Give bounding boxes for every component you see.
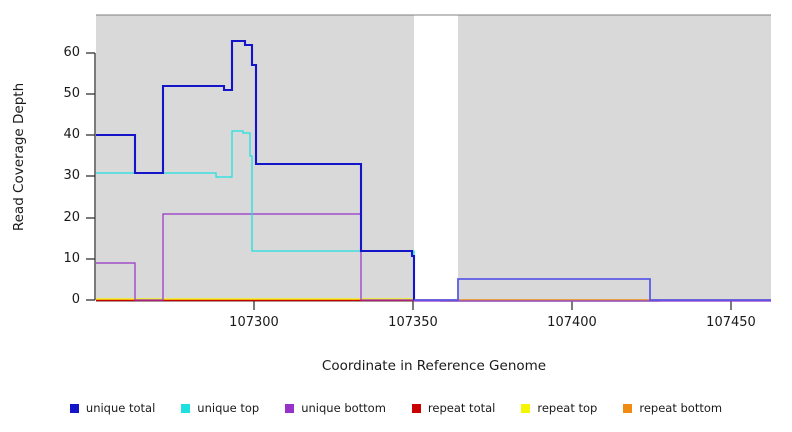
legend-item-label: unique top bbox=[197, 401, 260, 415]
ytick-label-30: 30 bbox=[63, 168, 80, 183]
ytick-label-20: 20 bbox=[63, 210, 80, 225]
legend-item-label: repeat total bbox=[427, 401, 496, 415]
legend-item-repeat-top: repeat top bbox=[521, 401, 597, 415]
xtick-label-107300: 107300 bbox=[229, 315, 279, 330]
y-axis bbox=[86, 52, 96, 301]
ytick-label-0: 0 bbox=[71, 292, 80, 307]
legend-item-unique-top: unique top bbox=[181, 401, 259, 415]
legend-swatch-icon bbox=[521, 403, 531, 413]
legend-swatch-icon bbox=[411, 403, 421, 413]
ytick-label-40: 40 bbox=[63, 127, 80, 142]
legend-item-unique-bottom: unique bottom bbox=[285, 401, 386, 415]
legend-item-label: repeat bottom bbox=[639, 401, 723, 415]
xtick-label-107400: 107400 bbox=[547, 315, 597, 330]
legend-swatch-icon bbox=[181, 403, 191, 413]
legend-item-repeat-bottom: repeat bottom bbox=[623, 401, 722, 415]
y-axis-title: Read Coverage Depth bbox=[8, 14, 30, 306]
legend-item-label: unique total bbox=[85, 401, 156, 415]
xtick-label-107350: 107350 bbox=[388, 315, 438, 330]
legend-swatch-icon bbox=[69, 403, 79, 413]
ytick-label-60: 60 bbox=[63, 45, 80, 60]
series-unique-top bbox=[96, 130, 415, 300]
y-axis-title-text: Read Coverage Depth bbox=[11, 82, 27, 232]
xtick-label-107450: 107450 bbox=[706, 315, 756, 330]
legend-swatch-icon bbox=[623, 403, 633, 413]
legend-item-label: unique bottom bbox=[301, 401, 386, 415]
series-unique-total bbox=[96, 39, 771, 301]
x-axis-title: Coordinate in Reference Genome bbox=[321, 358, 547, 374]
chart-legend: unique total unique top unique bottom re… bbox=[0, 398, 792, 418]
legend-item-label: repeat top bbox=[537, 401, 598, 415]
x-axis bbox=[96, 300, 771, 310]
ytick-label-10: 10 bbox=[63, 251, 80, 266]
legend-item-unique-total: unique total bbox=[69, 401, 156, 415]
ytick-label-50: 50 bbox=[63, 86, 80, 101]
legend-swatch-icon bbox=[285, 403, 295, 413]
plot-panel-background bbox=[96, 14, 771, 300]
legend-item-repeat-total: repeat total bbox=[411, 401, 496, 415]
